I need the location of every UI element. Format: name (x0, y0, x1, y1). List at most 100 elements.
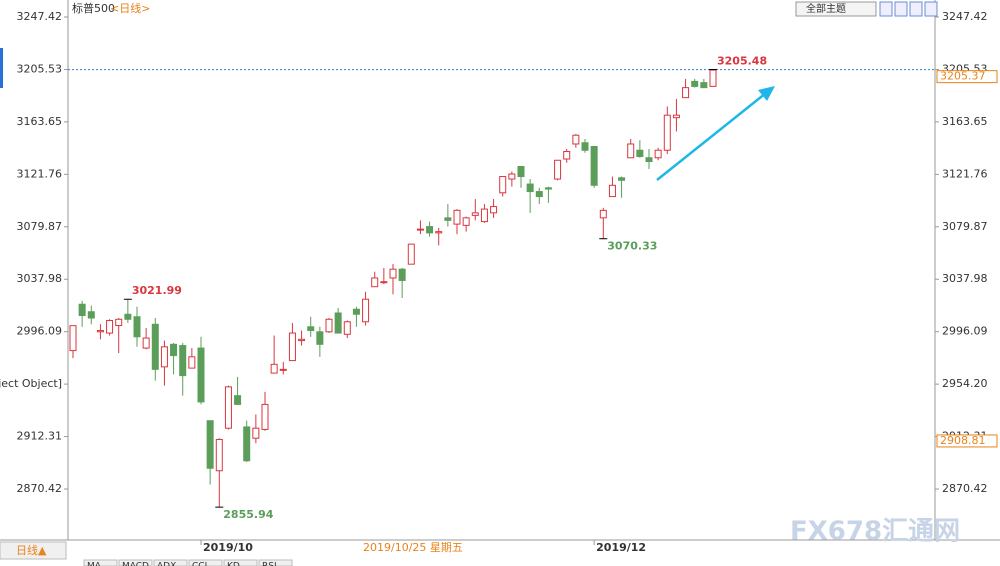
candle-body (672, 114, 680, 119)
candle-body (96, 330, 104, 333)
candle-body (645, 157, 653, 163)
marker-price-box (936, 434, 998, 448)
candle-body (618, 177, 626, 181)
candle-body (334, 312, 342, 334)
y-tick-label: 3037.98 (942, 272, 988, 285)
toolbar-tab[interactable] (223, 559, 258, 566)
annotation-label: 2855.94 (223, 508, 273, 521)
toolbar-tab-label[interactable]: MA (87, 562, 102, 566)
y-tick-label: 2954.20 (942, 377, 988, 390)
candle-body (682, 87, 690, 99)
y-tick-label: 2996.09 (942, 325, 988, 338)
tool-button[interactable] (879, 1, 893, 17)
candle-body (243, 426, 251, 462)
candle-body (517, 166, 525, 178)
y-tick-label: 2870.42 (942, 482, 988, 495)
candle-body (78, 303, 86, 317)
theme-button-label[interactable]: 全部主题 (806, 2, 846, 15)
toolbar-tab[interactable] (188, 559, 223, 566)
candle-body (170, 343, 178, 357)
candle-body (416, 228, 424, 231)
candle-body (499, 176, 507, 194)
toolbar-tab-label[interactable]: RSI (262, 562, 277, 566)
candle-body (435, 231, 443, 234)
candle-body (627, 143, 635, 159)
candle-body (234, 395, 242, 405)
side-marker (0, 48, 3, 88)
last-price-box (936, 70, 998, 84)
toolbar-tab-label[interactable]: CCI (192, 562, 207, 566)
toolbar-tab[interactable] (118, 559, 153, 566)
toolbar-tab-label[interactable]: KD (227, 562, 240, 566)
chart-title: 标普500 (72, 1, 115, 15)
tool-button[interactable] (924, 1, 938, 17)
candle-body (124, 313, 132, 320)
candle-body (325, 318, 333, 333)
candle-body (608, 184, 616, 198)
candle-body (160, 346, 168, 368)
marker-price-label: 2908.81 (940, 434, 986, 447)
candle-body (526, 183, 534, 193)
candle-body (572, 134, 580, 145)
y-tick-label: 3037.98 (17, 272, 63, 285)
annotation-label: 3070.33 (607, 240, 657, 253)
x-tick-label: 2019/12 (596, 541, 646, 554)
candle-body (508, 173, 516, 180)
candle-body (87, 311, 95, 319)
candle-body (663, 114, 671, 151)
candle-body (599, 209, 607, 219)
candle-body (636, 149, 644, 158)
candle-body (480, 208, 488, 223)
candle-body (581, 142, 589, 151)
candle-body (270, 363, 278, 374)
candle-body (444, 217, 452, 221)
candle-body (362, 298, 370, 323)
candle-body (298, 338, 306, 342)
y-tick-label: 3163.65 (942, 115, 988, 128)
candle-body (426, 226, 434, 234)
toolbar-tab[interactable] (258, 559, 293, 566)
trend-arrow-head (758, 86, 775, 101)
y-tick-label: 3247.42 (17, 10, 63, 23)
y-tick-label: 3163.65 (17, 115, 63, 128)
y-tick-label: [object Object] (0, 377, 62, 390)
candle-body (453, 209, 461, 225)
y-tick-label: 2996.09 (17, 325, 63, 338)
candle-body (654, 149, 662, 159)
y-tick-label: 3247.42 (942, 10, 988, 23)
tool-button[interactable] (909, 1, 923, 17)
tool-button[interactable] (894, 1, 908, 17)
annotation-label: 3021.99 (132, 284, 182, 297)
toolbar-tab[interactable] (153, 559, 188, 566)
candle-body (188, 356, 196, 369)
candle-body (142, 337, 150, 349)
y-tick-label: 3205.53 (17, 62, 63, 75)
candle-body (554, 159, 562, 180)
candle-body (316, 331, 324, 345)
candle-body (261, 403, 269, 430)
y-tick-label: 3121.76 (17, 167, 63, 180)
candle-body (691, 80, 699, 87)
candle-body (288, 332, 296, 362)
toolbar-tab-label[interactable]: ADX (157, 562, 176, 566)
period-tab-label[interactable]: 日线▲ (16, 543, 47, 557)
candle-body (106, 320, 114, 334)
candle-body (398, 268, 406, 281)
annotation-label: 3205.48 (717, 55, 767, 68)
toolbar-tab-label[interactable]: MACD (122, 562, 149, 566)
period-tab[interactable] (0, 541, 67, 560)
candle-body (371, 277, 379, 288)
theme-button[interactable] (795, 1, 877, 17)
x-tick-label: 2019/10 (203, 541, 253, 554)
candle-body (179, 345, 187, 377)
candle-body (307, 326, 315, 332)
candle-body (197, 347, 205, 403)
candle-body (407, 243, 415, 265)
toolbar-tab[interactable] (83, 559, 118, 566)
chart-subtitle: <日线> (110, 1, 150, 15)
crosshair-date: 2019/10/25 星期五 (363, 541, 463, 554)
candle-body (69, 325, 77, 352)
candle-body (252, 427, 260, 439)
